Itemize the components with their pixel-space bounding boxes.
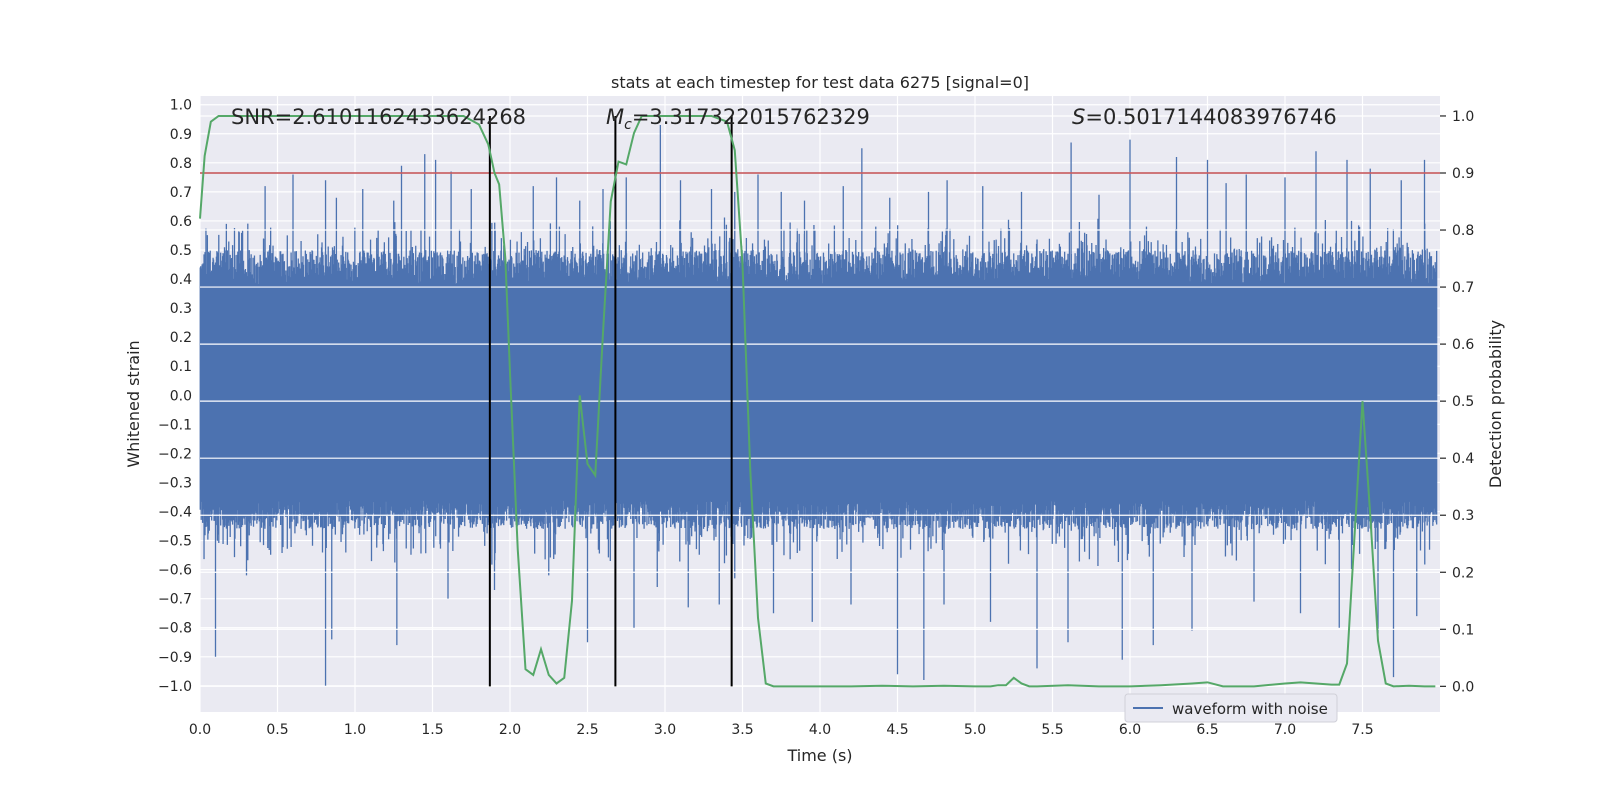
x-tick-label: 3.5: [731, 722, 753, 738]
y2-tick-label: 0.2: [1452, 565, 1474, 581]
detection-probability-line: [199, 114, 1436, 688]
y2-tick-label: 1.0: [1452, 109, 1474, 125]
x-tick-label: 2.0: [499, 722, 521, 738]
waveform-core-band: [200, 296, 1437, 489]
y2-axis-ticks: 1.0 0.9 0.8 0.7 0.6 0.5 0.4 0.3 0.2 0.1 0.0: [1440, 109, 1474, 695]
mc-symbol: M: [606, 105, 624, 129]
x-tick-label: 0.5: [266, 722, 288, 738]
mc-value: =3.317322015762329: [632, 105, 870, 129]
y2-tick-label: 0.4: [1452, 451, 1474, 467]
x-tick-label: 6.0: [1119, 722, 1141, 738]
y2-tick-label: 0.7: [1452, 280, 1474, 296]
x-tick-label: 7.5: [1351, 722, 1373, 738]
mc-subscript: c: [624, 117, 632, 133]
x-axis-label: Time (s): [786, 746, 852, 765]
x-tick-label: 6.5: [1196, 722, 1218, 738]
x-tick-label: 0.0: [189, 722, 211, 738]
chirp-mass-annotation: Mc=3.317322015762329: [606, 105, 870, 133]
s-value: =0.5017144083976746: [1085, 105, 1336, 129]
x-tick-label: 7.0: [1274, 722, 1296, 738]
x-axis-ticks: 0.0 0.5 1.0 1.5 2.0 2.5 3.0 3.5 4.0 4.5 5.0 5.5 6.0 6…: [189, 722, 1374, 738]
y-tick-label: 0.3: [170, 301, 192, 317]
y2-tick-label: 0.1: [1452, 622, 1474, 638]
y-tick-label: 1.0: [170, 98, 192, 114]
legend: waveform with noise: [1124, 693, 1338, 723]
y-tick-label: 0.8: [170, 156, 192, 172]
y2-axis-label: Detection probability: [1486, 320, 1505, 488]
x-tick-label: 5.0: [964, 722, 986, 738]
y-axis-ticks: 1.0 0.9 0.8 0.7 0.6 0.5 0.4 0.3 0.2 0.1 0.0 −0.1 −0.…: [158, 98, 192, 695]
legend-box: [1124, 693, 1338, 723]
y-tick-label: 0.9: [170, 127, 192, 143]
chart-title: stats at each timestep for test data 627…: [611, 73, 1029, 92]
y2-tick-label: 0.9: [1452, 166, 1474, 182]
event-lines: [488, 115, 733, 687]
y-tick-label: 0.4: [170, 272, 192, 288]
s-symbol: S: [1072, 105, 1085, 129]
legend-label: waveform with noise: [1172, 700, 1328, 718]
y2-tick-label: 0.3: [1452, 508, 1474, 524]
y2-tick-label: 0.8: [1452, 223, 1474, 239]
y-tick-label: 0.2: [170, 330, 192, 346]
y-tick-label: 0.5: [170, 243, 192, 259]
x-tick-label: 4.0: [809, 722, 831, 738]
y-tick-label: −1.0: [158, 679, 192, 695]
snr-statistic-annotation: S=0.5017144083976746: [1072, 105, 1337, 129]
x-tick-label: 2.5: [576, 722, 598, 738]
y-tick-label: −0.1: [158, 417, 192, 433]
y2-tick-label: 0.0: [1452, 679, 1474, 695]
x-tick-label: 3.0: [654, 722, 676, 738]
y-tick-label: 0.0: [170, 388, 192, 404]
snr-annotation: SNR=2.6101162433624268: [231, 105, 526, 129]
x-tick-label: 4.5: [886, 722, 908, 738]
waveform-series: [199, 125, 1438, 686]
y-tick-label: −0.4: [158, 505, 192, 521]
y2-tick-label: 0.5: [1452, 394, 1474, 410]
y-axis-label: Whitened strain: [124, 340, 143, 467]
x-tick-label: 1.0: [344, 722, 366, 738]
y-tick-label: −0.9: [158, 650, 192, 666]
y-tick-label: 0.7: [170, 185, 192, 201]
x-tick-label: 5.5: [1041, 722, 1063, 738]
y-tick-label: 0.1: [170, 359, 192, 375]
y-tick-label: −0.6: [158, 563, 192, 579]
y-tick-label: −0.7: [158, 592, 192, 608]
y-tick-label: −0.5: [158, 534, 192, 550]
y-tick-label: −0.8: [158, 621, 192, 637]
x-tick-label: 1.5: [421, 722, 443, 738]
y-tick-label: −0.3: [158, 475, 192, 491]
y2-tick-label: 0.6: [1452, 337, 1474, 353]
y-tick-label: −0.2: [158, 446, 192, 462]
y-tick-label: 0.6: [170, 214, 192, 230]
